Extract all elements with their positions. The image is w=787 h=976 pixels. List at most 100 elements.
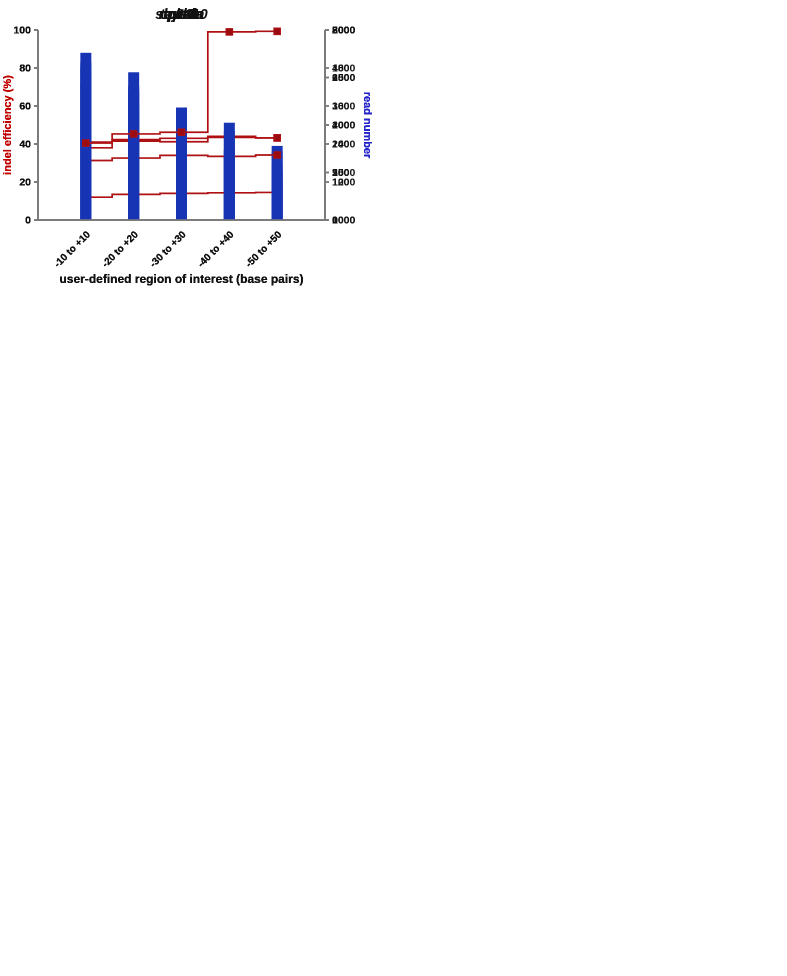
left-tick-label: 80 — [19, 63, 31, 75]
right-tick-label: 300 — [332, 101, 350, 113]
left-tick-label: 0 — [25, 215, 31, 227]
chart-title: tprkb — [163, 7, 199, 23]
chart-title: myt1la — [159, 7, 205, 23]
left-tick-label: 60 — [19, 101, 31, 113]
left-tick-label: 80 — [19, 63, 31, 75]
x-axis-title: user-defined region of interest (base pa… — [59, 272, 303, 286]
left-axis-title: indel efficiency (%) — [2, 75, 14, 175]
left-tick-label: 20 — [19, 177, 31, 189]
x-axis-title: user-defined region of interest (base pa… — [59, 272, 303, 286]
left-tick-label: 40 — [19, 139, 31, 151]
right-axis-title: read number — [361, 92, 373, 159]
right-tick-label: 0 — [332, 215, 338, 227]
left-tick-label: 100 — [13, 25, 31, 37]
left-tick-label: 40 — [19, 139, 31, 151]
right-tick-label: 2000 — [332, 120, 356, 132]
right-tick-label: 500 — [332, 167, 350, 179]
right-tick-label: 200 — [332, 167, 350, 179]
chart-title: pls3 — [166, 7, 196, 23]
left-tick-label: 60 — [19, 101, 31, 113]
x-tick-label: -20 to +20 — [100, 229, 141, 270]
left-tick-label: 100 — [13, 25, 31, 37]
efficiency-marker — [273, 27, 281, 36]
right-tick-label: 1000 — [332, 215, 356, 227]
right-tick-label: 2000 — [332, 25, 356, 37]
x-axis-title: user-defined region of interest (base pa… — [59, 272, 303, 286]
left-tick-label: 100 — [13, 25, 31, 37]
x-axis-title: user-defined region of interest (base pa… — [59, 272, 303, 286]
left-axis-title: indel efficiency (%) — [2, 75, 14, 175]
left-tick-label: 20 — [19, 177, 31, 189]
right-tick-label: 1400 — [332, 139, 356, 151]
x-tick-label: -40 to +40 — [196, 229, 237, 270]
right-axis-title: read number — [361, 92, 373, 159]
right-axis-title: read number — [361, 92, 373, 159]
left-tick-label: 60 — [19, 101, 31, 113]
left-tick-label: 60 — [19, 101, 31, 113]
read-number-bar — [223, 149, 235, 220]
read-number-bars — [80, 83, 283, 220]
efficiency-marker — [129, 130, 138, 138]
axes — [34, 29, 329, 221]
right-tick-label: 1800 — [332, 63, 356, 75]
right-axis-title: read number — [361, 92, 373, 159]
x-axis-title: user-defined region of interest (base pa… — [59, 272, 303, 286]
chart-panel-tprkb: tprkb 0 20 40 60 80 100 0 200 400 600 800 -10 to +10… — [0, 0, 393, 300]
efficiency-marker — [177, 128, 186, 137]
right-tick-label: 1600 — [332, 101, 356, 113]
left-tick-label: 0 — [25, 215, 31, 227]
read-number-bar — [271, 164, 283, 220]
right-tick-label: 2000 — [332, 25, 356, 37]
right-tick-label: 1000 — [332, 120, 356, 132]
x-tick-label: -30 to +30 — [148, 229, 189, 270]
right-tick-label: 1000 — [332, 215, 356, 227]
x-tick-label: -10 to +10 — [52, 229, 93, 270]
left-tick-label: 20 — [19, 177, 31, 189]
read-number-bar — [128, 105, 140, 220]
right-tick-label: 0 — [332, 215, 338, 227]
left-axis-title: indel efficiency (%) — [2, 75, 14, 175]
efficiency-marker — [225, 28, 234, 36]
right-tick-label: 1500 — [332, 72, 356, 84]
efficiency-marker — [273, 134, 281, 142]
right-tick-label: 600 — [332, 72, 350, 84]
right-tick-label: 400 — [332, 63, 350, 75]
right-tick-label: 400 — [332, 120, 350, 132]
right-tick-label: 200 — [332, 139, 350, 151]
right-tick-label: 0 — [332, 215, 338, 227]
left-tick-label: 80 — [19, 63, 31, 75]
right-tick-label: 3000 — [332, 25, 356, 37]
efficiency-marker — [273, 151, 281, 159]
left-tick-label: 20 — [19, 177, 31, 189]
right-tick-label: 100 — [332, 177, 350, 189]
efficiency-markers — [82, 27, 281, 147]
chart-title: tapt1a — [160, 7, 203, 23]
read-number-bar — [80, 83, 92, 220]
left-tick-label: 0 — [25, 215, 31, 227]
efficiency-line — [85, 30, 278, 144]
left-tick-label: 100 — [13, 25, 31, 37]
left-tick-label: 40 — [19, 139, 31, 151]
right-tick-label: 500 — [332, 25, 350, 37]
x-tick-label: -50 to +50 — [244, 229, 285, 270]
right-tick-label: 2500 — [332, 72, 356, 84]
right-tick-label: 1500 — [332, 167, 356, 179]
left-tick-label: 60 — [19, 101, 31, 113]
right-tick-label: 1200 — [332, 177, 356, 189]
right-tick-label: 800 — [332, 25, 350, 37]
left-tick-label: 0 — [25, 215, 31, 227]
left-tick-label: 20 — [19, 177, 31, 189]
read-number-bar — [176, 131, 187, 220]
left-axis-title: indel efficiency (%) — [2, 75, 14, 175]
right-axis-title: read number — [361, 92, 373, 159]
left-tick-label: 40 — [19, 139, 31, 151]
left-tick-label: 100 — [13, 25, 31, 37]
left-tick-label: 80 — [19, 63, 31, 75]
left-axis-title: indel efficiency (%) — [2, 75, 14, 175]
efficiency-marker — [82, 139, 90, 147]
left-tick-label: 40 — [19, 139, 31, 151]
left-tick-label: 80 — [19, 63, 31, 75]
chart-title: slc2a10 — [155, 7, 207, 23]
